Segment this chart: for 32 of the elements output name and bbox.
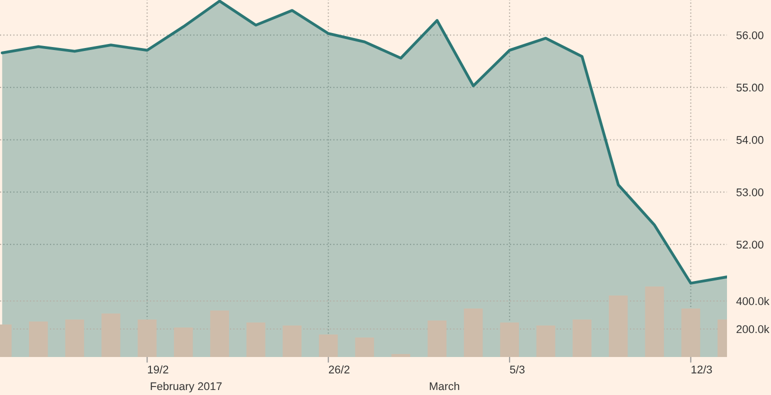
x-tick-label: 5/3	[510, 365, 525, 374]
bar	[572, 319, 592, 357]
x-tick-label: 12/3	[692, 365, 712, 374]
bar	[428, 320, 446, 357]
bar	[536, 326, 556, 357]
bar	[500, 322, 519, 357]
bar	[65, 319, 84, 357]
bar	[464, 308, 483, 357]
y-tick-label: 52.00	[736, 240, 764, 249]
bar	[174, 327, 193, 357]
bar	[138, 319, 157, 357]
y-tick-label: 55.00	[736, 84, 764, 92]
y-tick-label: 56.00	[736, 31, 764, 40]
bar	[101, 313, 120, 357]
y2-tick-label: 200.0k	[736, 324, 770, 334]
y-tick-label: 53.00	[736, 188, 764, 196]
bar	[645, 286, 664, 357]
bar	[246, 322, 266, 357]
bar	[282, 326, 302, 357]
bar	[28, 321, 48, 357]
bar	[355, 338, 374, 357]
bar	[318, 334, 338, 357]
text: March	[430, 382, 460, 390]
x-tick-label: 19/2	[148, 365, 168, 374]
y2-tick-label: 400.0k	[736, 296, 770, 306]
x-tick-label: 26/2	[328, 365, 350, 374]
y-tick-label: 54.00	[736, 136, 764, 144]
bar	[608, 296, 628, 357]
bar	[210, 310, 230, 357]
text: February 2017	[150, 382, 222, 392]
bar	[681, 308, 700, 357]
bar	[391, 354, 410, 357]
